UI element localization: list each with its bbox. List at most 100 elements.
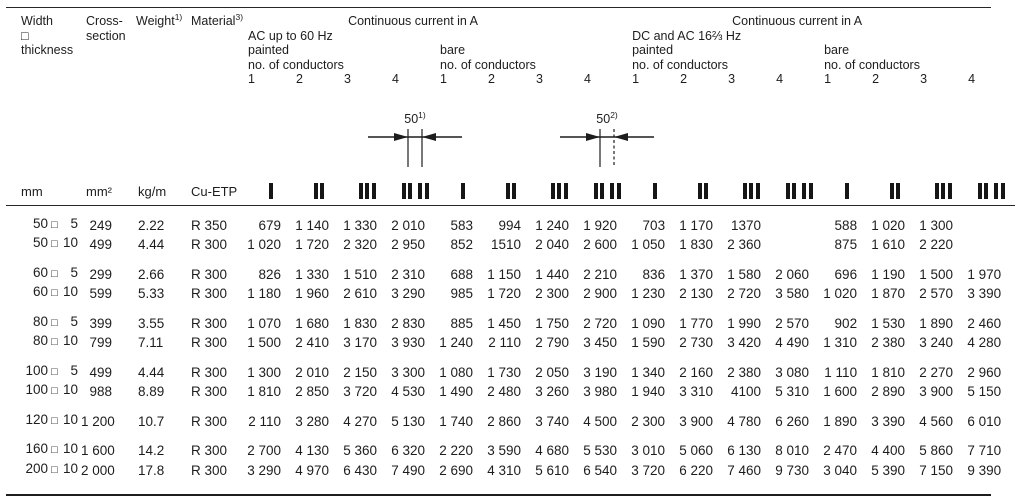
dc-bare-current-cell: 1 190 — [871, 266, 906, 282]
ac-painted-current-cell: 4 970 — [295, 462, 329, 478]
conductor-bar — [653, 182, 658, 199]
times-box-glyph: □ — [51, 238, 58, 250]
table-body: 50 □ 5 249 2.22 R 350 679 1 140 1 330 2 010 583 994… — [6, 205, 1015, 487]
width-value: 120 — [25, 411, 48, 427]
dc-painted-current-cell: 1 990 — [727, 315, 762, 331]
weight-cell: 17.8 — [138, 462, 165, 478]
weight-cell: 5.33 — [138, 286, 165, 301]
dc-bare-current-cell: 5 150 — [967, 384, 1002, 399]
ac-painted-current-cell: 3 720 — [343, 384, 377, 399]
dc-painted-current-cell: 1 090 — [631, 315, 666, 331]
conductor-bar — [704, 182, 709, 199]
dc-painted-current-cell: 3 080 — [775, 364, 810, 380]
table-row: 200 □ 10 2 000 17.8 R 300 3 290 4 970 6 430 7 490… — [6, 460, 1015, 488]
table-row: 50 □ 10 499 4.44 R 300 1 020 1 720 2 320 2 950 852… — [6, 234, 1015, 254]
ac-painted-current-cell: 1 330 — [295, 266, 329, 282]
footnote-2-marker: 2) — [610, 109, 618, 120]
dc-bare-current-cell: 1 310 — [823, 335, 858, 350]
dc-bare-current-cell: 5 390 — [871, 462, 906, 478]
times-box-glyph: □ — [51, 414, 58, 427]
cross-section-cell: 988 — [89, 384, 112, 399]
dimension-cell-ac-bare: 502) — [560, 87, 655, 167]
thickness-value: 10 — [62, 382, 78, 397]
ac-painted-current-cell: 3 290 — [391, 286, 425, 301]
ac-painted-current-cell: 1 300 — [247, 364, 281, 380]
dimension-note-50-2: 502) — [559, 110, 655, 167]
ac-painted-current-cell: 1 720 — [295, 237, 329, 252]
dc-painted-current-cell: 9 730 — [775, 462, 810, 478]
dc-painted-current-cell: 3 420 — [727, 335, 762, 350]
footnote-1-marker: 1) — [174, 11, 183, 22]
dc-painted-current-cell: 1 340 — [631, 364, 666, 380]
ac-bare-current-cell: 4 680 — [535, 443, 569, 458]
ac-section-title: Continuous current in A — [348, 14, 479, 28]
dc-painted-current-cell: 1 590 — [631, 335, 666, 350]
conductor-bar — [365, 182, 369, 199]
conductor-4-icon — [391, 182, 439, 199]
conductor-bar — [1000, 182, 1005, 199]
ac-bare-current-cell: 4 310 — [487, 462, 521, 478]
table-row: 80 □ 10 799 7.11 R 300 1 500 2 410 3 170 3 930 1 2… — [6, 332, 1015, 352]
dc-bare-conductors-label: no. of conductors — [824, 57, 920, 72]
dc-bare-current-cell: 1 500 — [919, 266, 954, 282]
dc-bare-current-cell: 2 570 — [919, 286, 954, 301]
dc-painted-current-cell: 6 260 — [775, 413, 810, 429]
col-header-cross: Cross- — [86, 14, 123, 28]
dc-painted-current-cell: 3 900 — [679, 413, 714, 429]
size-cell: 200 □ 10 — [6, 460, 81, 488]
spacer-cell — [191, 43, 247, 58]
times-box-glyph: □ — [51, 463, 58, 476]
ac-painted-current-cell: 2 310 — [391, 266, 425, 282]
thickness-value: 10 — [62, 441, 78, 456]
ac-bare-current-cell: 985 — [450, 286, 473, 301]
dc-painted-current-cell: 2 720 — [727, 286, 762, 301]
dc-painted-current-cell: 2 730 — [679, 335, 714, 350]
dimension-arrows-icon — [560, 128, 655, 167]
times-box-glyph: □ — [51, 287, 58, 299]
width-value: 100 — [25, 382, 48, 397]
ac-painted-current-cell: 2 700 — [247, 443, 281, 458]
dc-bare-current-cell: 2 380 — [871, 335, 906, 350]
ac-bare-current-cell: 3 740 — [535, 413, 569, 429]
col-header-weight: Weight1) — [136, 11, 191, 29]
conductor-bar — [600, 182, 605, 199]
ac-painted-current-cell: 2 150 — [343, 364, 377, 380]
ac-painted-current-cell: 2 010 — [391, 217, 425, 233]
conductor-bar — [616, 182, 621, 199]
dc-painted-current-cell: 5 060 — [679, 443, 714, 458]
header-row-5: 1 2 3 4 1 2 3 4 1 2 3 4 1 2 3 4 — [6, 72, 1015, 87]
ac-bare-current-cell: 1 920 — [583, 217, 618, 233]
times-box-glyph: □ — [51, 218, 58, 231]
dc-painted-current-cell: 1 170 — [679, 217, 714, 233]
conductor-bar — [505, 182, 510, 199]
col-header-material: Material3) — [191, 11, 247, 29]
conductor-bar — [593, 182, 598, 199]
weight-cell: 4.44 — [138, 364, 165, 380]
times-box-glyph: □ — [51, 316, 58, 329]
dc-bare-current-cell: 1 600 — [823, 384, 858, 399]
weight-cell: 7.11 — [138, 335, 164, 350]
conductor-1-icon — [439, 182, 487, 199]
unit-material: Cu-ETP — [191, 166, 247, 206]
table-row: 60 □ 5 299 2.66 R 300 826 1 330 1 510 2 310 688 1 1… — [6, 254, 1015, 284]
dc-section-subtitle: DC and AC 16⅔ Hz — [632, 28, 742, 43]
dc-painted-current-cell: 1 370 — [679, 266, 714, 282]
dc-bare-current-cell: 1 890 — [823, 413, 858, 429]
ac-painted-current-cell: 3 290 — [247, 462, 281, 478]
spacer-cell — [81, 43, 136, 58]
ac-painted-current-cell: 2 950 — [391, 237, 425, 252]
ac-painted-current-cell: 1 960 — [295, 286, 329, 301]
spacer-cell — [631, 87, 1015, 167]
conductor-count-header: 4 — [968, 72, 976, 86]
conductor-count-header: 4 — [776, 72, 784, 86]
footnote-3-marker: 3) — [235, 11, 244, 22]
dc-painted-current-cell: 2 380 — [727, 364, 762, 380]
busbar-rating-table-sheet: Width Cross- Weight1) Material3) Continu… — [6, 7, 1016, 496]
dc-painted-current-cell: 7 460 — [727, 462, 762, 478]
ac-painted-current-cell: 5 130 — [391, 413, 425, 429]
ac-painted-current-cell: 1 140 — [295, 217, 329, 233]
width-value: 160 — [25, 441, 48, 456]
dimension-value: 50 — [404, 111, 419, 126]
conductor-count-header: 4 — [584, 72, 591, 86]
dc-bare-label: bare — [824, 43, 850, 57]
